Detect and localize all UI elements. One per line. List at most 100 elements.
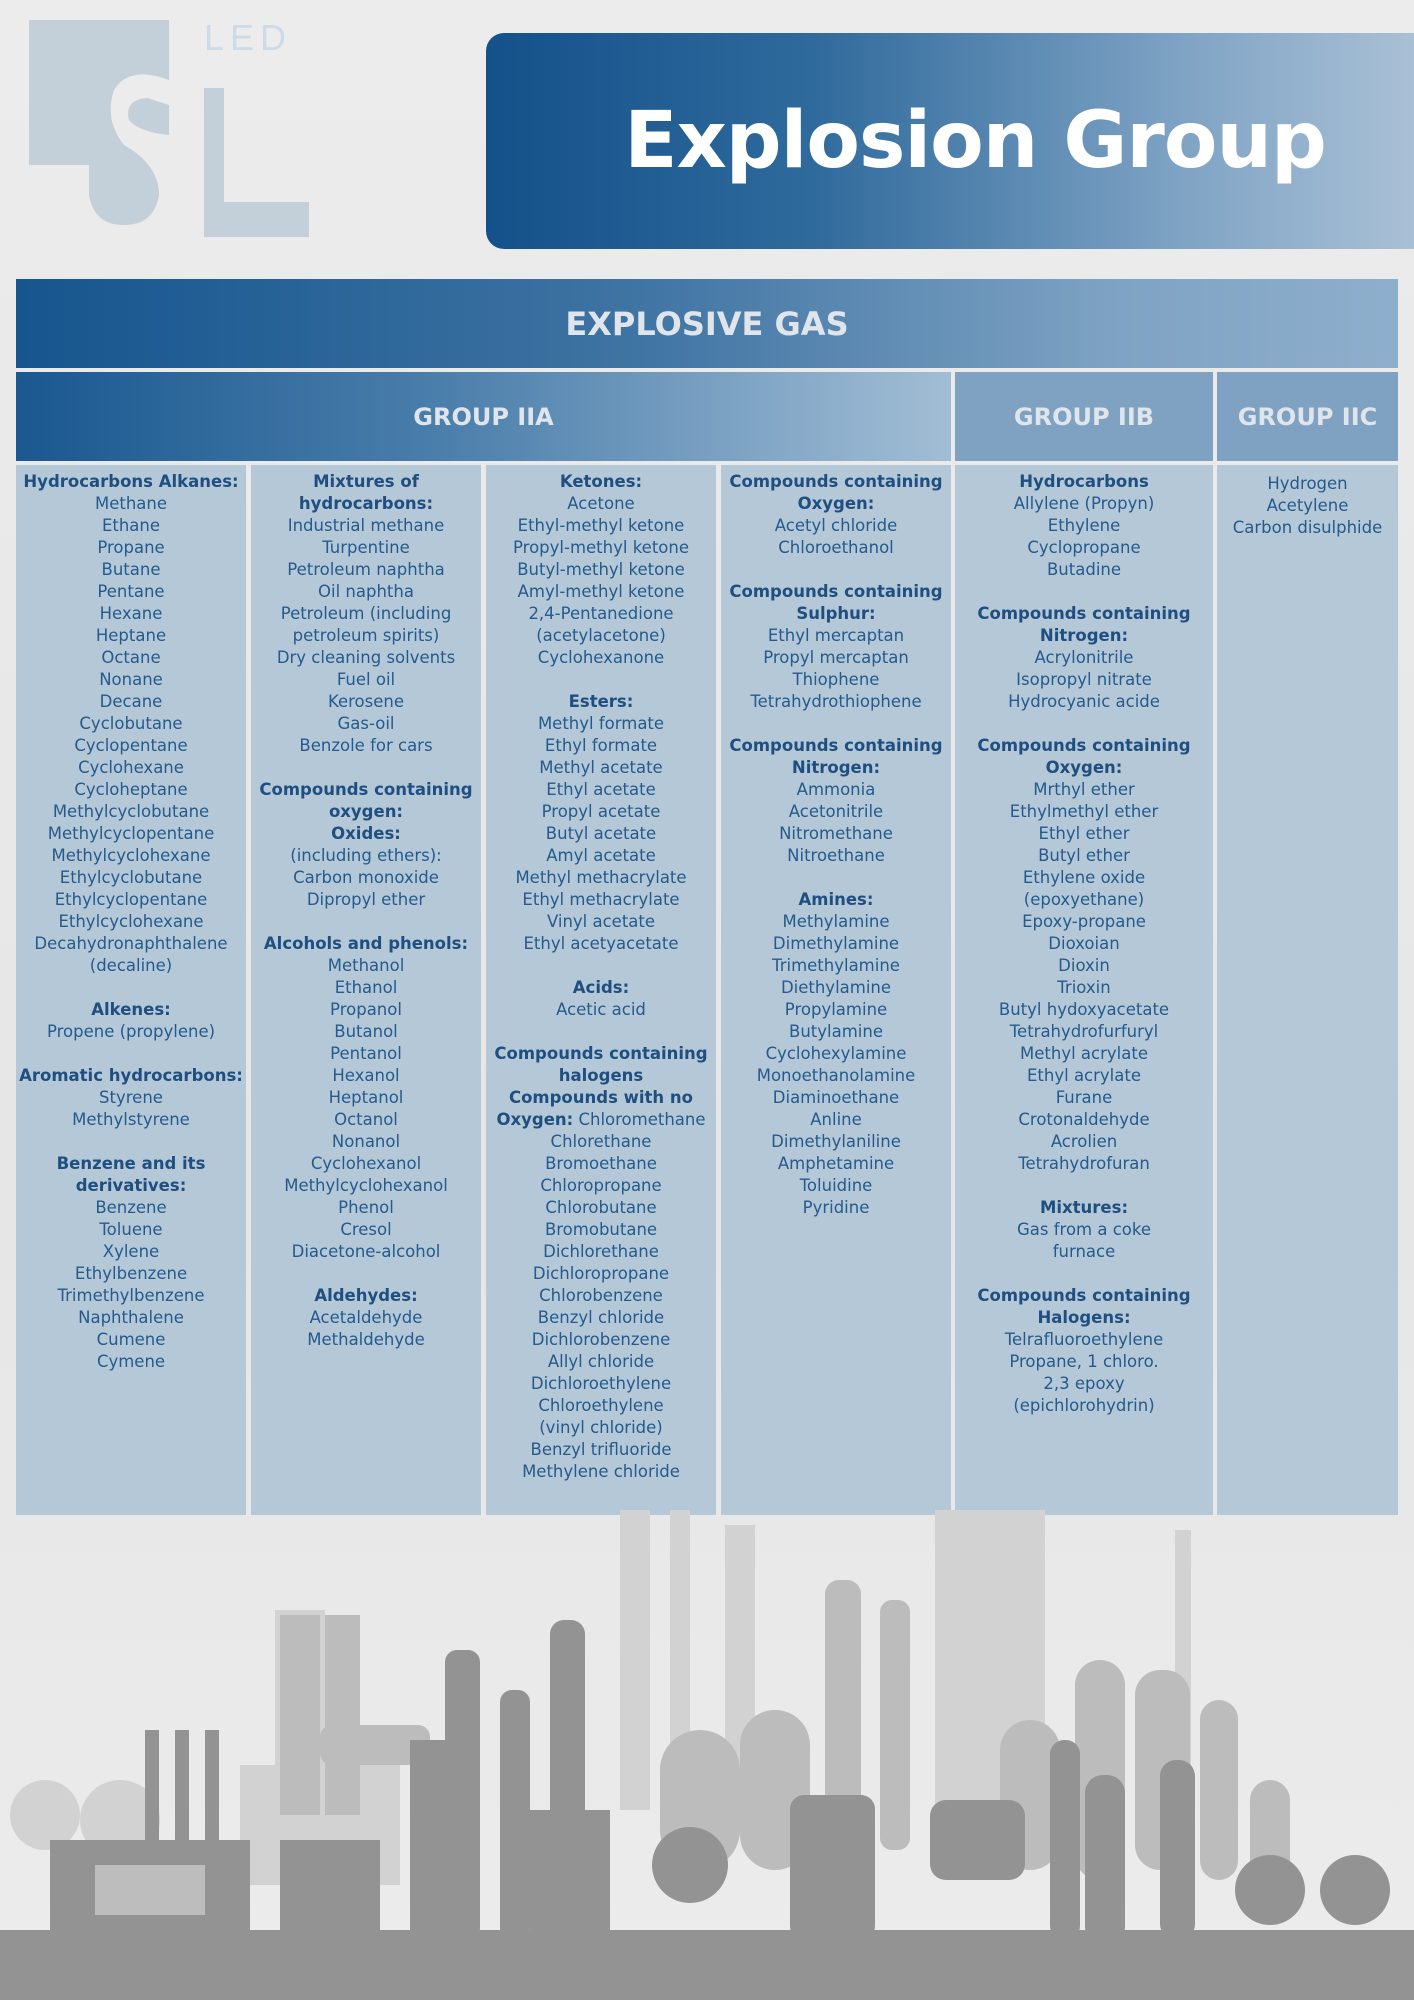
item-text: Chlorethane	[550, 1132, 652, 1151]
item-text: Methylcyclohexane	[51, 846, 211, 865]
item-text: Cycloheptane	[74, 780, 188, 799]
group-iib-header: GROUP IIB	[955, 372, 1213, 461]
list-item: Oxygen: Chloromethane	[486, 1109, 716, 1131]
list-item: Decane	[16, 691, 246, 713]
list-item: Butadine	[955, 559, 1213, 581]
item-text: Hydrocyanic acide	[1008, 692, 1160, 711]
item-text: Benzole for cars	[299, 736, 433, 755]
list-item: Petroleum naphtha	[251, 559, 481, 581]
list-item: Amyl acetate	[486, 845, 716, 867]
list-item: Turpentine	[251, 537, 481, 559]
item-text: Butyl acetate	[545, 824, 657, 843]
heading-text: Benzene and its	[56, 1154, 206, 1173]
spacer	[955, 581, 1213, 603]
item-text: Cyclobutane	[79, 714, 183, 733]
list-item: Nonane	[16, 669, 246, 691]
list-item: Ethyl acetyacetate	[486, 933, 716, 955]
item-text: Ethyl acrylate	[1027, 1066, 1141, 1085]
list-item: Propylamine	[721, 999, 951, 1021]
heading-text: Compounds containing	[729, 472, 943, 491]
list-item: Naphthalene	[16, 1307, 246, 1329]
section-heading: hydrocarbons:	[251, 493, 481, 515]
item-text: Ethylene	[1047, 516, 1121, 535]
item-text: Ethyl formate	[544, 736, 658, 755]
list-item: Fuel oil	[251, 669, 481, 691]
item-text: Dichloroethylene	[530, 1374, 672, 1393]
heading-text: Oxygen:	[797, 494, 875, 513]
item-text: Monoethanolamine	[756, 1066, 916, 1085]
heading-text: Alcohols and phenols:	[263, 934, 469, 953]
section-heading: Benzene and its	[16, 1153, 246, 1175]
heading-text: Compounds containing	[259, 780, 473, 799]
list-item: (vinyl chloride)	[486, 1417, 716, 1439]
section-heading: Nitrogen:	[721, 757, 951, 779]
list-item: Cyclopentane	[16, 735, 246, 757]
section-heading: Alkenes:	[16, 999, 246, 1021]
list-item: Acrylonitrile	[955, 647, 1213, 669]
list-item: Chlorethane	[486, 1131, 716, 1153]
list-item: Phenol	[251, 1197, 481, 1219]
list-item: Methyl acrylate	[955, 1043, 1213, 1065]
list-item: Benzole for cars	[251, 735, 481, 757]
list-item: Methylcyclohexanol	[251, 1175, 481, 1197]
heading-text: Oxides:	[331, 824, 401, 843]
item-text: Acrolien	[1050, 1132, 1118, 1151]
list-item: Chlorobutane	[486, 1197, 716, 1219]
item-text: Diaminoethane	[772, 1088, 900, 1107]
list-item: Methyl acetate	[486, 757, 716, 779]
spacer	[955, 1175, 1213, 1197]
item-text: Toluene	[99, 1220, 163, 1239]
list-item: Methyl formate	[486, 713, 716, 735]
heading-text: Compounds containing	[729, 582, 943, 601]
item-text: Amyl acetate	[546, 846, 656, 865]
spacer	[486, 955, 716, 977]
section-heading: Ketones:	[486, 471, 716, 493]
list-item: Methylstyrene	[16, 1109, 246, 1131]
item-text: Carbon disulphide	[1232, 518, 1383, 537]
list-item: Cresol	[251, 1219, 481, 1241]
list-item: Pyridine	[721, 1197, 951, 1219]
item-text: Ethyl ether	[1038, 824, 1130, 843]
list-item: Trimethylamine	[721, 955, 951, 977]
heading-text: Compounds containing	[494, 1044, 708, 1063]
heading-text: Nitrogen:	[791, 758, 881, 777]
list-item: Ethyl formate	[486, 735, 716, 757]
item-text: (epoxyethane)	[1023, 890, 1145, 909]
section-heading: Nitrogen:	[955, 625, 1213, 647]
heading-text: Oxygen:	[1045, 758, 1123, 777]
section-heading: Compounds containing	[955, 603, 1213, 625]
item-text: Nitromethane	[779, 824, 893, 843]
item-text: Octanol	[334, 1110, 398, 1129]
item-text: Hexane	[99, 604, 163, 623]
item-text: Cymene	[96, 1352, 166, 1371]
item-text: Propene (propylene)	[46, 1022, 216, 1041]
item-text: Butyl-methyl ketone	[517, 560, 685, 579]
list-item: Methylene chloride	[486, 1461, 716, 1483]
heading-text: Oxygen:	[496, 1110, 574, 1129]
item-text: Benzene	[95, 1198, 167, 1217]
list-item: Methaldehyde	[251, 1329, 481, 1351]
list-item: Diacetone-alcohol	[251, 1241, 481, 1263]
item-text: 2,3 epoxy	[1043, 1374, 1125, 1393]
item-text: Turpentine	[322, 538, 410, 557]
item-text: Dichlorethane	[543, 1242, 659, 1261]
list-item: Dichlorobenzene	[486, 1329, 716, 1351]
item-text: Decane	[99, 692, 163, 711]
item-text: (decaline)	[89, 956, 173, 975]
item-text: Dimethylamine	[772, 934, 900, 953]
spacer	[486, 669, 716, 691]
item-text: Propyl acetate	[541, 802, 661, 821]
item-text: Hydrogen	[1267, 474, 1348, 493]
list-item: Propene (propylene)	[16, 1021, 246, 1043]
list-item: Ethyl ether	[955, 823, 1213, 845]
item-text: Petroleum naphtha	[287, 560, 445, 579]
item-text: Dichloropropane	[532, 1264, 670, 1283]
item-text: Propylamine	[784, 1000, 888, 1019]
item-text: Ethylcyclopentane	[54, 890, 208, 909]
heading-text: hydrocarbons:	[298, 494, 434, 513]
heading-text: Compounds containing	[729, 736, 943, 755]
spacer	[721, 867, 951, 889]
heading-text: Halogens:	[1037, 1308, 1131, 1327]
list-item: Ethyl acetate	[486, 779, 716, 801]
list-item: Nonanol	[251, 1131, 481, 1153]
